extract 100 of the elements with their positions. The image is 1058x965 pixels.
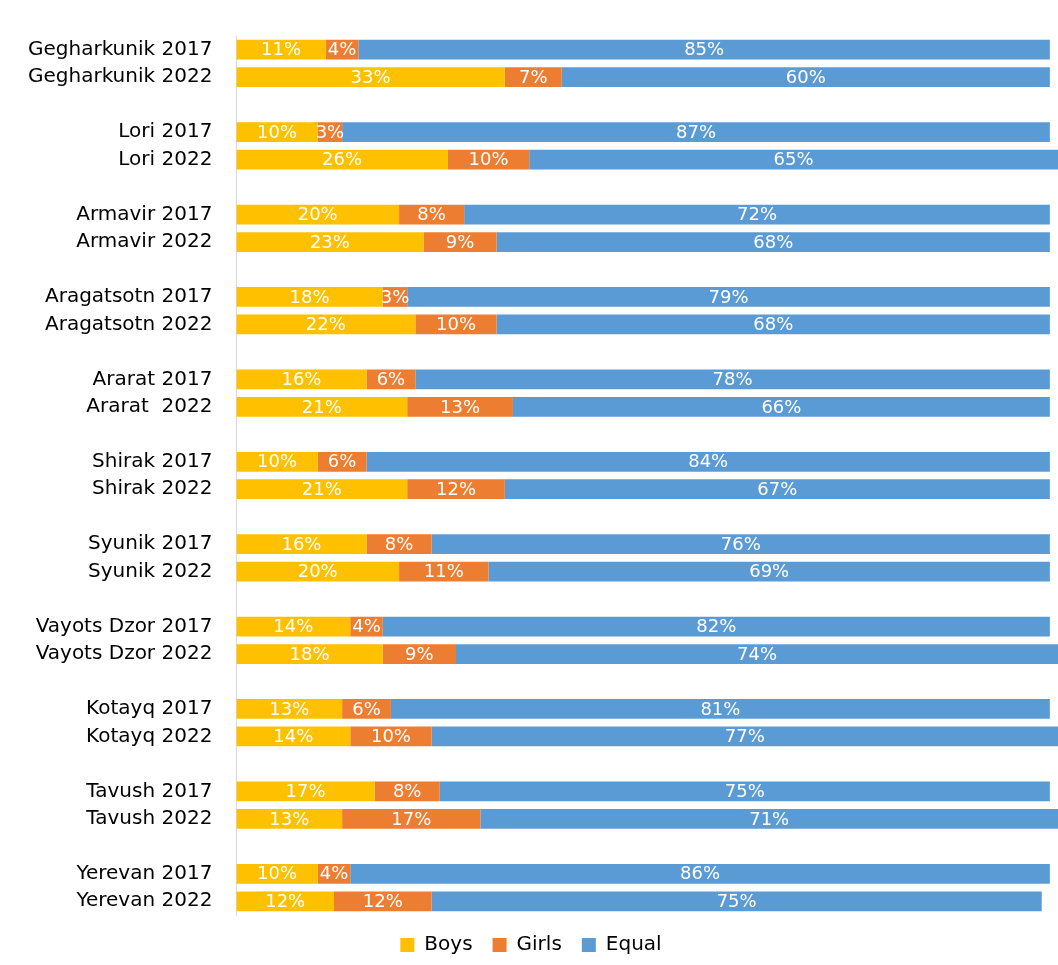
- data-label: 17%: [285, 780, 326, 802]
- data-label: 10%: [257, 862, 298, 884]
- data-label: 60%: [785, 65, 826, 87]
- y-tick-label: Kotayq 2022: [86, 722, 213, 747]
- y-tick-label: Gegharkunik 2017: [27, 35, 213, 60]
- y-tick-label: Armavir 2022: [76, 228, 213, 253]
- data-label: 10%: [257, 120, 298, 142]
- bar: [236, 396, 408, 417]
- data-label: 16%: [281, 368, 322, 390]
- data-label: 87%: [675, 120, 716, 142]
- y-tick-label: Vayots Dzor 2022: [35, 640, 213, 665]
- bar: [561, 67, 1050, 88]
- bar: [236, 67, 505, 88]
- data-label: 81%: [700, 697, 741, 719]
- bar: [342, 808, 481, 829]
- bar: [236, 479, 408, 500]
- data-label: 68%: [753, 313, 794, 335]
- bar: [529, 149, 1058, 170]
- data-label: 17%: [391, 807, 432, 829]
- data-label: 21%: [301, 477, 342, 499]
- y-tick-label: Kotayq 2017: [86, 695, 213, 720]
- data-label: 86%: [680, 862, 721, 884]
- data-label: 18%: [289, 642, 330, 664]
- data-label: 76%: [720, 532, 761, 554]
- data-label: 4%: [319, 862, 349, 884]
- data-label: 10%: [468, 148, 509, 170]
- data-label: 7%: [519, 65, 548, 87]
- data-label: 13%: [269, 697, 310, 719]
- data-label: 72%: [737, 203, 778, 225]
- data-label: 14%: [273, 725, 314, 747]
- y-tick-label: Gegharkunik 2022: [27, 63, 213, 88]
- bar: [480, 808, 1058, 829]
- bar: [236, 232, 424, 252]
- data-label: 79%: [708, 285, 749, 307]
- bar: [358, 39, 1050, 60]
- bar: [431, 534, 1050, 555]
- y-tick-label: Vayots Dzor 2017: [35, 612, 213, 637]
- y-tick-label: Syunik 2022: [88, 557, 213, 582]
- data-label: 84%: [688, 450, 729, 472]
- data-label: 8%: [384, 532, 414, 554]
- bar: [407, 287, 1050, 307]
- data-label: 13%: [269, 807, 310, 829]
- bar: [407, 396, 513, 417]
- bar: [415, 369, 1050, 390]
- bar: [236, 561, 400, 582]
- data-label: 85%: [684, 38, 725, 60]
- data-label: 78%: [712, 368, 753, 390]
- data-label: 66%: [761, 395, 802, 417]
- y-tick-label: Tavush 2017: [85, 777, 213, 802]
- bar: [366, 451, 1050, 472]
- bar: [236, 369, 367, 390]
- y-tick-label: Lori 2022: [118, 145, 213, 170]
- data-label: 9%: [405, 642, 434, 664]
- data-label: 12%: [265, 889, 306, 911]
- y-tick-label: Lori 2017: [118, 118, 213, 143]
- bar: [488, 561, 1050, 582]
- legend-label: Boys: [424, 931, 473, 956]
- bar: [407, 479, 505, 500]
- legend-label: Equal: [605, 931, 662, 956]
- data-label: 6%: [376, 368, 406, 390]
- bar: [236, 149, 448, 170]
- data-label: 26%: [322, 148, 363, 170]
- y-tick-label: Syunik 2017: [88, 530, 213, 555]
- data-label: 13%: [440, 395, 481, 417]
- data-label: 33%: [350, 65, 391, 87]
- data-label: 65%: [773, 148, 814, 170]
- bar: [464, 204, 1050, 225]
- data-label: 16%: [281, 532, 322, 554]
- data-label: 11%: [261, 38, 302, 60]
- bar: [512, 396, 1050, 417]
- data-label: 4%: [327, 38, 357, 60]
- data-label: 20%: [297, 203, 338, 225]
- data-label: 18%: [289, 285, 330, 307]
- data-label: 11%: [423, 560, 464, 582]
- data-label: 9%: [445, 230, 475, 252]
- y-tick-label: Tavush 2022: [85, 805, 213, 830]
- data-label: 10%: [370, 725, 411, 747]
- data-label: 82%: [696, 615, 737, 637]
- y-tick-label: Shirak 2017: [92, 447, 213, 472]
- bar: [431, 891, 1042, 912]
- data-label: 12%: [362, 889, 403, 911]
- data-label: 75%: [724, 780, 765, 802]
- y-tick-label: Shirak 2022: [92, 475, 213, 500]
- bar: [342, 122, 1050, 143]
- bar: [236, 644, 383, 664]
- y-tick-label: Aragatsotn 2022: [44, 310, 213, 335]
- data-label: 10%: [257, 450, 298, 472]
- data-label: 14%: [273, 615, 314, 637]
- legend-label: Girls: [516, 931, 562, 956]
- y-tick-label: Ararat 2017: [92, 365, 213, 390]
- data-label: 6%: [327, 450, 357, 472]
- data-label: 68%: [753, 230, 794, 252]
- data-label: 74%: [737, 642, 778, 664]
- bar: [382, 616, 1050, 637]
- bar: [439, 781, 1050, 802]
- data-label: 21%: [301, 395, 342, 417]
- bar: [504, 479, 1050, 500]
- bar: [496, 314, 1050, 335]
- data-label: 77%: [724, 725, 765, 747]
- bar: [390, 699, 1050, 719]
